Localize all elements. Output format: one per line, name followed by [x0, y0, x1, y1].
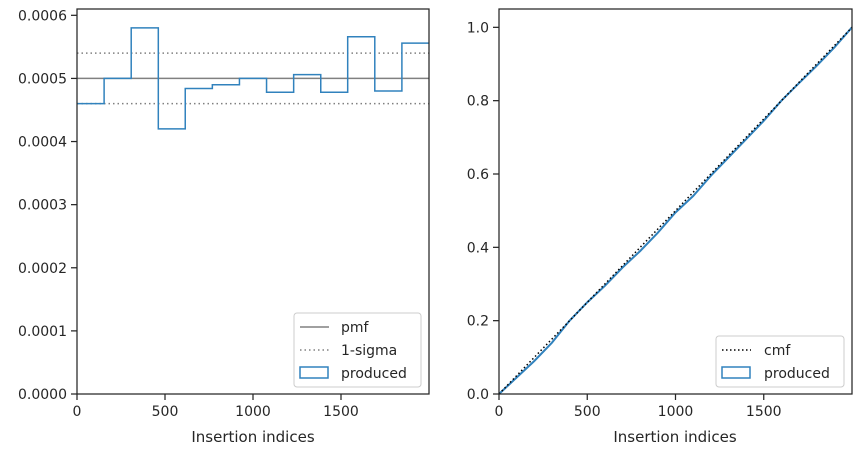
p0-y-tick-label: 0.0000 [18, 387, 67, 403]
legend-cmf-label: cmf [764, 343, 791, 359]
right-x-axis-title: Insertion indices [613, 428, 736, 446]
legend-produced-swatch [299, 366, 329, 379]
p0-y-tick-label: 0.0006 [18, 8, 67, 24]
p0-y-tick-label: 0.0003 [18, 198, 67, 214]
produced-series-line [498, 26, 853, 395]
p1-x-tick-label: 1500 [746, 404, 782, 420]
right-x-ticks: 0 500 1000 1500 [495, 394, 782, 420]
p1-y-tick-label: 1.0 [467, 20, 489, 36]
left-legend: pmf 1-sigma produced [293, 312, 422, 388]
p1-y-tick-label: 0.2 [467, 314, 489, 330]
p1-y-tick-label: 0.0 [467, 387, 489, 403]
right-legend: cmf produced [715, 335, 845, 388]
p0-x-tick-label: 0 [73, 404, 82, 420]
p0-x-tick-label: 500 [152, 404, 179, 420]
p0-x-tick-label: 1000 [235, 404, 271, 420]
legend-produced-swatch-right [721, 366, 751, 379]
left-histogram-series [77, 27, 429, 130]
left-y-ticks: 0.0000 0.0001 0.0002 0.0003 0.0004 0.0005 0.00… [18, 8, 77, 403]
p1-x-tick-label: 0 [495, 404, 504, 420]
p0-y-tick-label: 0.0004 [18, 135, 67, 151]
p0-y-tick-label: 0.0001 [18, 324, 67, 340]
p0-y-tick-label: 0.0002 [18, 261, 67, 277]
left-legend-box [293, 312, 422, 388]
right-chart-cmf: 0 500 1000 1500 0.0 0.2 0.4 0.6 0.8 1.0 Insertio… [467, 8, 853, 446]
p0-x-tick-label: 1500 [323, 404, 359, 420]
legend-pmf-label: pmf [341, 320, 370, 336]
right-line-series [498, 26, 853, 395]
p0-y-tick-label: 0.0005 [18, 71, 67, 87]
p1-x-tick-label: 500 [574, 404, 601, 420]
left-x-axis-title: Insertion indices [191, 428, 314, 446]
p1-y-tick-label: 0.8 [467, 94, 489, 110]
p1-x-tick-label: 1000 [658, 404, 694, 420]
p1-y-tick-label: 0.4 [467, 240, 489, 256]
produced-histogram-step [77, 27, 429, 130]
cmf-series-line [498, 26, 853, 395]
left-chart-pmf: 0 500 1000 1500 0.00000.00010.00020.00030.0… [18, 8, 430, 446]
legend-produced-label: produced [341, 366, 407, 382]
legend-1-sigma-label: 1-sigma [341, 343, 397, 359]
right-legend-box [715, 335, 845, 388]
right-y-ticks: 0.0 0.2 0.4 0.6 0.8 1.0 [467, 20, 499, 403]
left-x-ticks: 0 500 1000 1500 [73, 394, 359, 420]
legend-produced-label-right: produced [764, 366, 830, 382]
p1-y-tick-label: 0.6 [467, 167, 489, 183]
right-plot-area [499, 9, 852, 394]
